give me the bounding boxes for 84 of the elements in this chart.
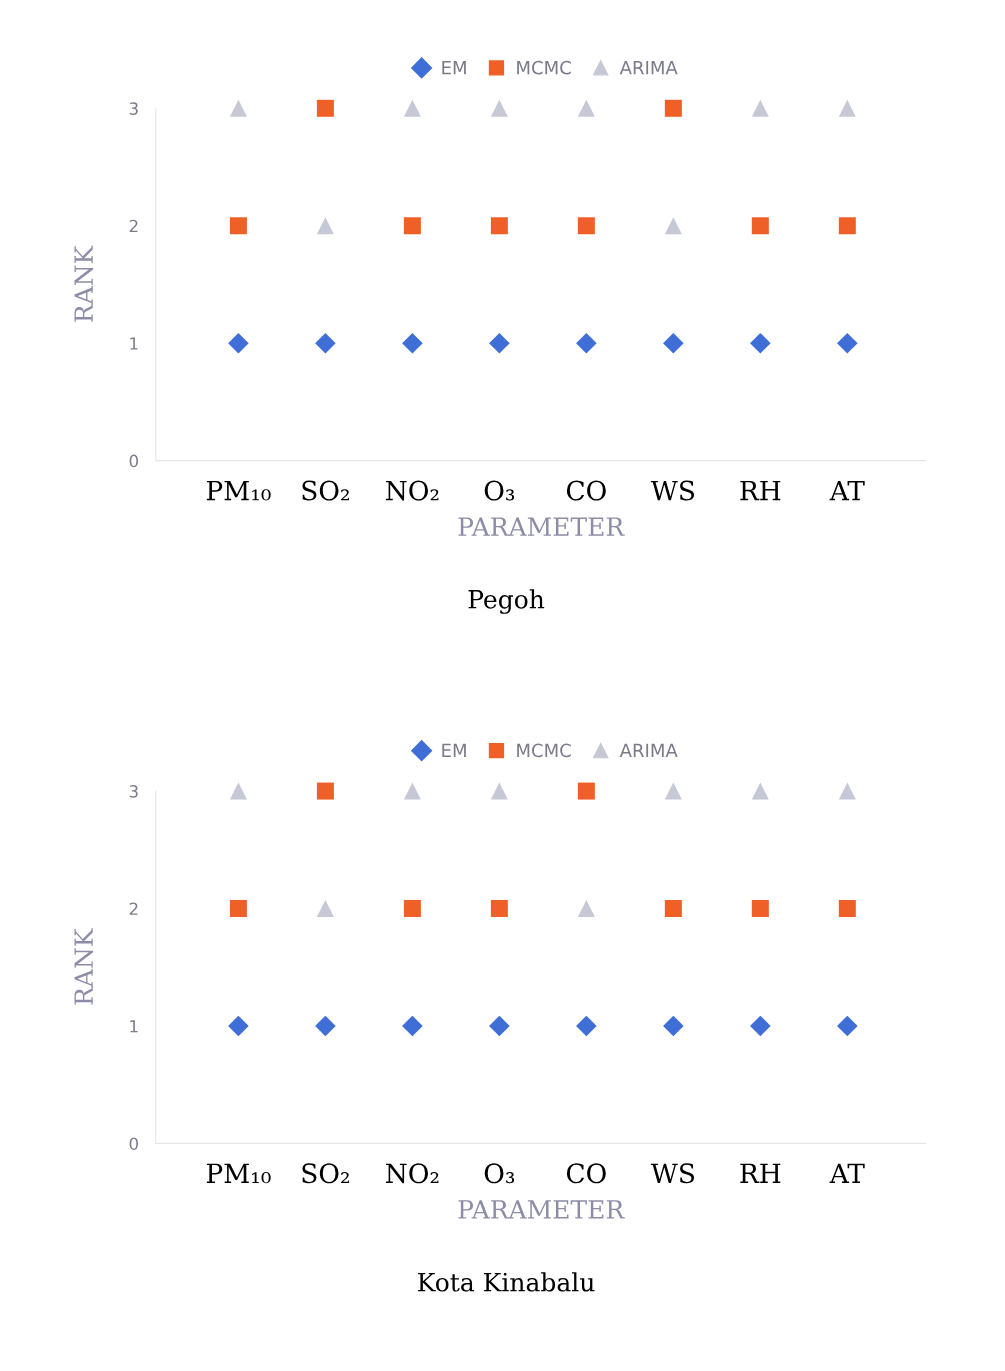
legend-label: MCMC <box>517 60 571 75</box>
point <box>838 782 856 800</box>
point <box>229 900 247 918</box>
point <box>837 1015 858 1037</box>
y-tick-label: 3 <box>129 102 138 115</box>
x-tick-label: NO₂ <box>386 480 439 501</box>
x-tick-label: AT <box>829 480 865 501</box>
point <box>490 900 508 918</box>
x-tick-label: AT <box>829 1163 865 1183</box>
x-tick-label: PM₁₀ <box>206 1163 271 1184</box>
y-tick-label: 0 <box>129 454 138 468</box>
point <box>664 900 682 918</box>
y-tick-label: 1 <box>130 337 138 350</box>
point <box>229 99 247 117</box>
point <box>663 332 684 354</box>
point <box>403 99 421 117</box>
y-tick-label: 3 <box>129 785 138 798</box>
point <box>751 900 769 918</box>
point <box>577 782 595 800</box>
point <box>838 900 856 918</box>
point <box>403 217 421 235</box>
legend-label: MCMC <box>517 743 571 758</box>
point <box>576 332 597 354</box>
x-tick-label: NO₂ <box>386 1163 439 1184</box>
x-tick-label: CO <box>566 480 606 501</box>
point <box>838 217 856 235</box>
point <box>751 217 769 235</box>
point <box>402 1015 423 1037</box>
text: Pegoh <box>468 589 545 614</box>
point <box>403 782 421 800</box>
point <box>751 99 769 117</box>
point <box>750 1015 771 1037</box>
legend-label: ARIMA <box>619 61 678 75</box>
point <box>489 332 510 354</box>
y-axis-title: RANK <box>74 245 94 322</box>
y-tick-label: 1 <box>130 1020 138 1033</box>
point <box>489 1015 510 1037</box>
point <box>490 99 508 117</box>
point <box>229 217 247 235</box>
x-tick-label: WS <box>650 480 695 501</box>
x-tick-label: PM₁₀ <box>206 480 271 501</box>
point <box>664 782 682 800</box>
point <box>750 332 771 354</box>
point <box>490 782 508 800</box>
point <box>402 332 423 354</box>
point <box>577 217 595 235</box>
point <box>576 1015 597 1037</box>
point <box>228 1015 249 1037</box>
point <box>837 332 858 354</box>
point <box>838 99 856 117</box>
x-tick-label: CO <box>566 1163 606 1184</box>
point <box>228 332 249 354</box>
legend-label: EM <box>442 61 466 75</box>
x-tick-label: O₃ <box>484 480 515 501</box>
x-axis-title: PARAMETER <box>458 517 625 536</box>
legend-label: ARIMA <box>619 743 678 757</box>
point <box>316 217 334 235</box>
x-tick-label: SO₂ <box>302 480 349 501</box>
point <box>315 1015 336 1037</box>
point <box>315 332 336 354</box>
y-tick-label: 0 <box>129 1137 138 1150</box>
point <box>316 782 334 800</box>
point <box>229 782 247 800</box>
x-tick-label: O₃ <box>484 1163 515 1184</box>
point <box>316 900 334 918</box>
point <box>577 99 595 117</box>
point <box>316 99 334 117</box>
y-tick-label: 2 <box>129 902 138 915</box>
point <box>663 1015 684 1037</box>
legend-label: EM <box>442 743 466 757</box>
x-tick-label: RH <box>740 1163 781 1183</box>
x-axis-title: PARAMETER <box>458 1200 625 1219</box>
point <box>577 900 595 918</box>
x-tick-label: SO₂ <box>302 1163 349 1184</box>
point <box>664 99 682 117</box>
point <box>751 782 769 800</box>
x-tick-label: RH <box>740 480 781 501</box>
point <box>490 217 508 235</box>
point <box>664 217 682 235</box>
y-axis-title: RANK <box>74 928 94 1005</box>
y-tick-label: 2 <box>129 219 138 233</box>
x-tick-label: WS <box>650 1163 695 1184</box>
point <box>403 900 421 918</box>
text: Kota Kinabalu <box>418 1272 595 1292</box>
